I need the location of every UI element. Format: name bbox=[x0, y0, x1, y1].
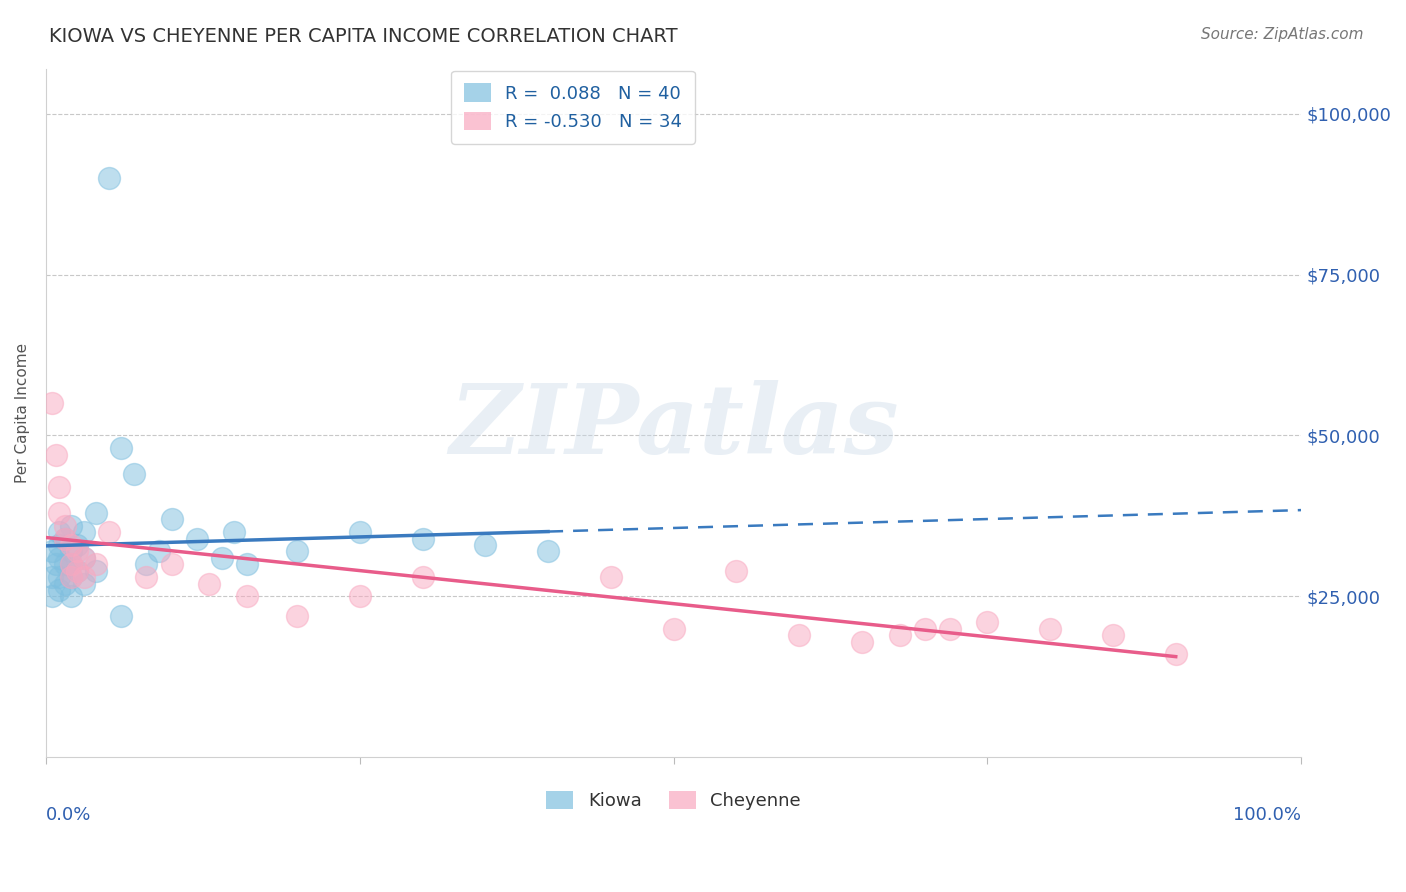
Point bbox=[60, 570, 83, 584]
Point bbox=[914, 622, 936, 636]
Y-axis label: Per Capita Income: Per Capita Income bbox=[15, 343, 30, 483]
Point bbox=[66, 564, 89, 578]
Point bbox=[72, 576, 94, 591]
Point bbox=[48, 538, 70, 552]
Point bbox=[939, 622, 962, 636]
Point bbox=[160, 558, 183, 572]
Point bbox=[48, 524, 70, 539]
Point bbox=[72, 570, 94, 584]
Point bbox=[135, 570, 157, 584]
Point bbox=[537, 544, 560, 558]
Point bbox=[889, 628, 911, 642]
Point bbox=[122, 467, 145, 482]
Point bbox=[285, 544, 308, 558]
Point bbox=[60, 590, 83, 604]
Point bbox=[48, 570, 70, 584]
Point bbox=[349, 590, 371, 604]
Point bbox=[97, 524, 120, 539]
Point bbox=[66, 564, 89, 578]
Point bbox=[236, 590, 259, 604]
Legend: Kiowa, Cheyenne: Kiowa, Cheyenne bbox=[538, 783, 808, 817]
Point bbox=[41, 570, 63, 584]
Point bbox=[60, 558, 83, 572]
Point bbox=[41, 590, 63, 604]
Point bbox=[60, 570, 83, 584]
Point bbox=[60, 558, 83, 572]
Point bbox=[211, 550, 233, 565]
Point bbox=[41, 544, 63, 558]
Point bbox=[474, 538, 496, 552]
Point bbox=[84, 564, 107, 578]
Point bbox=[60, 544, 83, 558]
Point bbox=[148, 544, 170, 558]
Point bbox=[53, 532, 76, 546]
Point bbox=[72, 550, 94, 565]
Point bbox=[48, 582, 70, 597]
Point bbox=[349, 524, 371, 539]
Point bbox=[60, 518, 83, 533]
Point bbox=[599, 570, 621, 584]
Text: Source: ZipAtlas.com: Source: ZipAtlas.com bbox=[1201, 27, 1364, 42]
Point bbox=[1102, 628, 1125, 642]
Point bbox=[412, 532, 434, 546]
Point bbox=[72, 550, 94, 565]
Point bbox=[412, 570, 434, 584]
Point bbox=[45, 448, 67, 462]
Point bbox=[851, 634, 873, 648]
Point bbox=[186, 532, 208, 546]
Text: 100.0%: 100.0% bbox=[1233, 805, 1302, 823]
Point bbox=[1164, 648, 1187, 662]
Point bbox=[787, 628, 810, 642]
Point bbox=[53, 576, 76, 591]
Point bbox=[41, 396, 63, 410]
Point bbox=[97, 171, 120, 186]
Point bbox=[72, 524, 94, 539]
Point bbox=[198, 576, 221, 591]
Point bbox=[285, 608, 308, 623]
Point bbox=[48, 506, 70, 520]
Point bbox=[236, 558, 259, 572]
Text: ZIPatlas: ZIPatlas bbox=[449, 380, 898, 474]
Point bbox=[60, 538, 83, 552]
Point bbox=[160, 512, 183, 526]
Point bbox=[1039, 622, 1062, 636]
Point bbox=[53, 518, 76, 533]
Point bbox=[48, 550, 70, 565]
Text: 0.0%: 0.0% bbox=[46, 805, 91, 823]
Point bbox=[84, 506, 107, 520]
Point bbox=[725, 564, 748, 578]
Point bbox=[135, 558, 157, 572]
Point bbox=[224, 524, 246, 539]
Point bbox=[662, 622, 685, 636]
Point bbox=[976, 615, 998, 630]
Point bbox=[53, 532, 76, 546]
Point bbox=[48, 480, 70, 494]
Point bbox=[53, 558, 76, 572]
Point bbox=[110, 608, 132, 623]
Point bbox=[110, 442, 132, 456]
Point bbox=[66, 538, 89, 552]
Text: KIOWA VS CHEYENNE PER CAPITA INCOME CORRELATION CHART: KIOWA VS CHEYENNE PER CAPITA INCOME CORR… bbox=[49, 27, 678, 45]
Point bbox=[66, 544, 89, 558]
Point bbox=[45, 558, 67, 572]
Point bbox=[84, 558, 107, 572]
